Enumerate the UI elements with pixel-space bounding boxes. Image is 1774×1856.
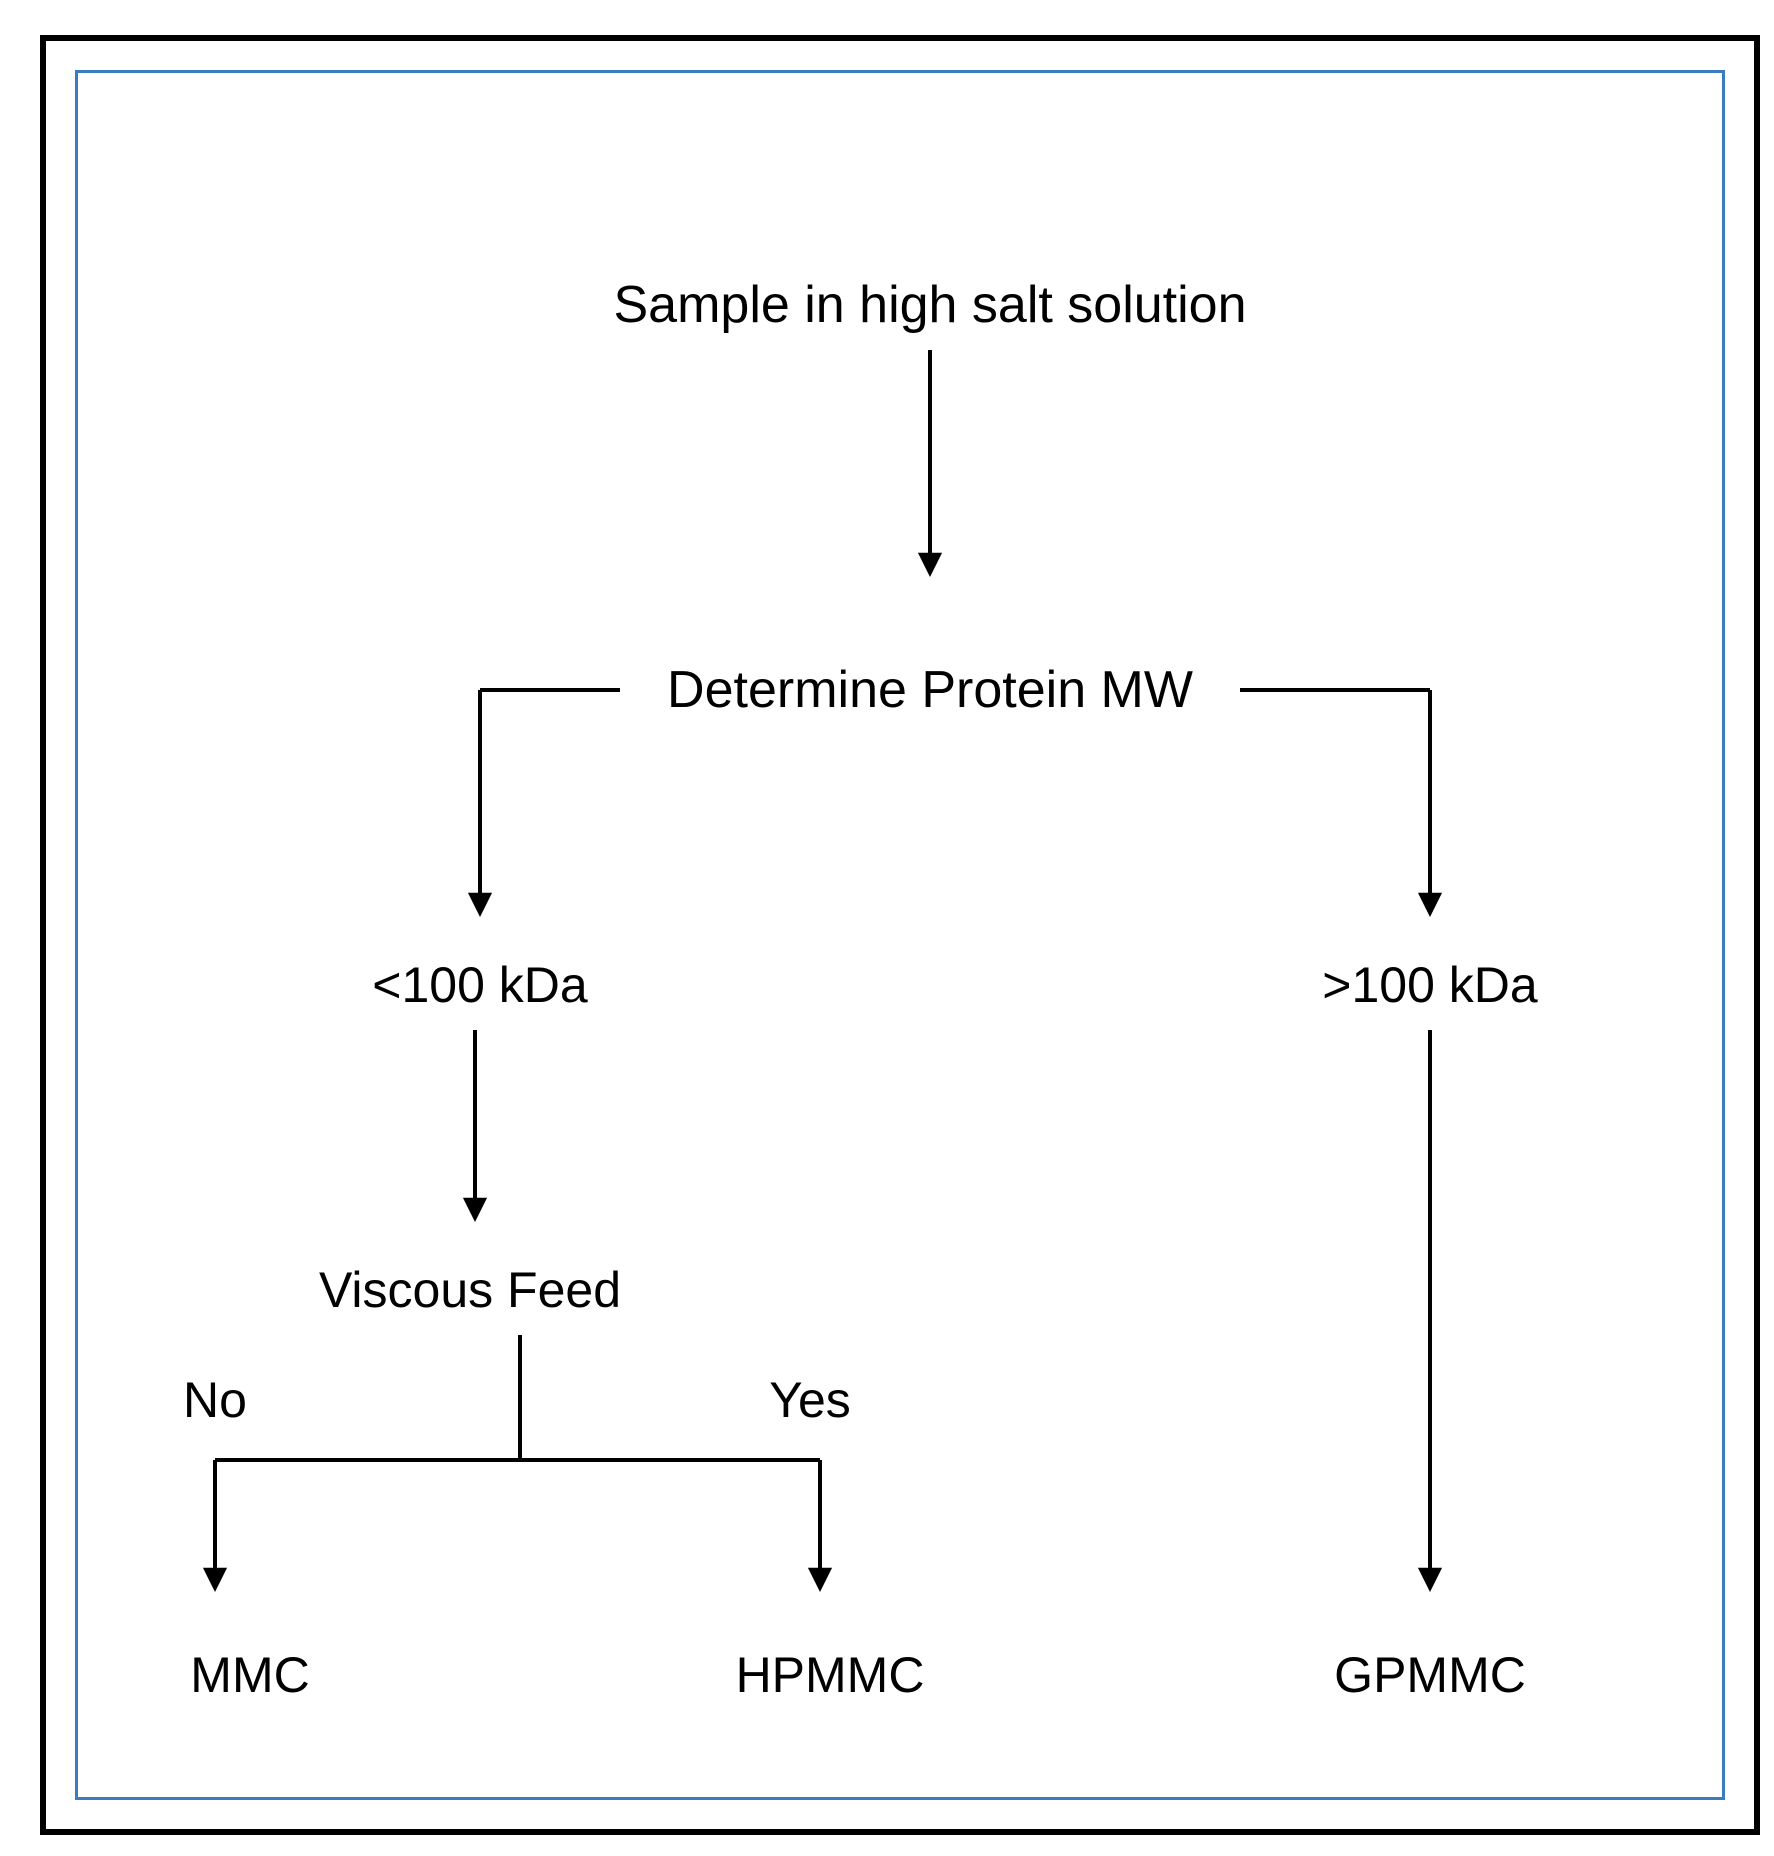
node-n6: No bbox=[183, 1371, 247, 1429]
diagram-canvas: Sample in high salt solution Determine Pr… bbox=[0, 0, 1774, 1856]
node-n3: <100 kDa bbox=[372, 956, 587, 1014]
node-n1: Sample in high salt solution bbox=[613, 275, 1246, 335]
node-n2: Determine Protein MW bbox=[667, 660, 1193, 720]
node-r2: HPMMC bbox=[736, 1646, 925, 1704]
node-n7: Yes bbox=[769, 1371, 851, 1429]
node-n5: Viscous Feed bbox=[319, 1261, 621, 1319]
node-n4: >100 kDa bbox=[1322, 956, 1537, 1014]
node-r1: MMC bbox=[190, 1646, 309, 1704]
node-r3: GPMMC bbox=[1334, 1646, 1526, 1704]
